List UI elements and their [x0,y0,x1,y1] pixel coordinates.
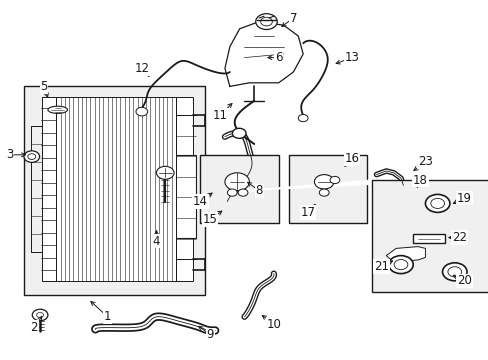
Text: 18: 18 [412,174,427,186]
Text: 10: 10 [266,318,281,330]
Text: 23: 23 [417,156,432,168]
Text: 9: 9 [206,328,214,341]
Text: 7: 7 [289,12,297,24]
Text: 8: 8 [255,184,263,197]
Text: 17: 17 [300,206,315,219]
Bar [137,155,195,238]
Bar [371,180,488,292]
Circle shape [224,173,249,191]
Circle shape [136,107,147,116]
Circle shape [393,260,407,270]
Circle shape [37,312,43,318]
Polygon shape [224,22,303,86]
Bar [176,97,193,281]
Circle shape [32,309,48,321]
Text: 13: 13 [344,51,359,64]
Circle shape [314,175,333,189]
Bar [412,234,444,243]
Ellipse shape [48,106,67,113]
Text: 3: 3 [6,148,14,161]
Text: 19: 19 [456,192,471,204]
Bar [24,86,205,295]
Text: 6: 6 [274,51,282,64]
Circle shape [24,151,40,162]
Circle shape [430,198,444,208]
Circle shape [442,263,466,281]
Circle shape [260,17,272,26]
Circle shape [298,114,307,122]
Circle shape [156,166,174,179]
Text: 11: 11 [212,109,227,122]
Text: 21: 21 [373,260,388,273]
Text: 15: 15 [203,213,217,226]
Text: 14: 14 [193,195,207,208]
Circle shape [319,189,328,196]
Bar [200,155,278,223]
Circle shape [232,128,245,138]
Text: 4: 4 [152,235,160,248]
Text: 20: 20 [456,274,471,287]
Bar [41,97,56,281]
Circle shape [227,189,237,196]
Polygon shape [239,171,395,191]
Circle shape [425,194,449,212]
Circle shape [329,176,339,184]
Text: 1: 1 [103,310,111,323]
Polygon shape [386,247,425,261]
Text: 22: 22 [451,231,466,244]
Circle shape [388,256,412,274]
Bar [288,155,366,223]
Circle shape [28,154,36,159]
Circle shape [231,183,244,193]
Text: 16: 16 [344,152,359,165]
Text: 2: 2 [30,321,38,334]
Text: 12: 12 [134,62,149,75]
Circle shape [447,267,461,277]
Bar [56,97,176,281]
Circle shape [255,14,277,30]
Text: 5: 5 [40,80,48,93]
Circle shape [238,189,247,196]
